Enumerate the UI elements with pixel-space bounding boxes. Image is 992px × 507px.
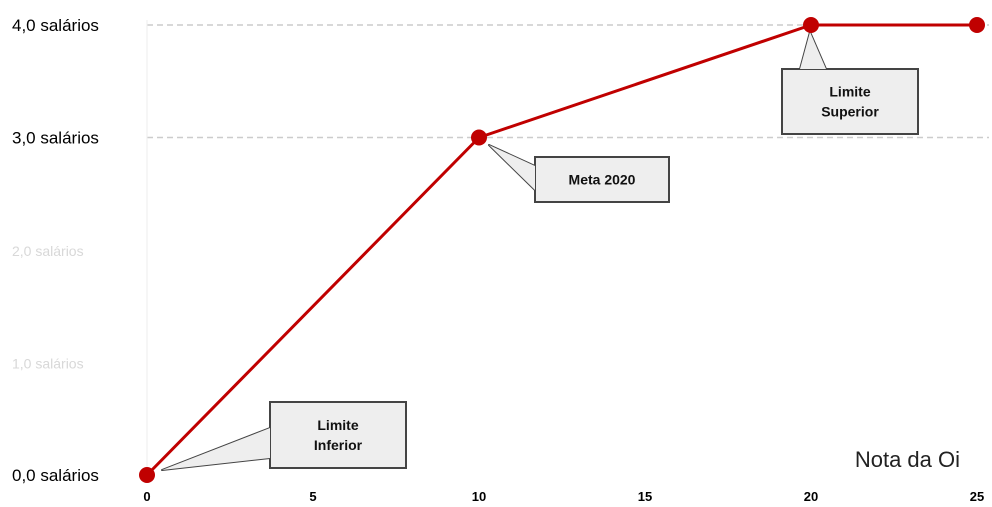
callout-layer: Limite Inferior Meta 2020 Limite Superior [161, 31, 919, 471]
callout-pointer-fill [162, 428, 270, 470]
y-tick-label: 3,0 salários [12, 129, 99, 148]
callout-box-fill [536, 158, 668, 201]
label-layer: Nota da Oi [855, 447, 960, 472]
x-axis-title: Nota da Oi [855, 447, 960, 472]
series-layer [139, 17, 985, 483]
callout-label: Inferior [314, 437, 363, 453]
x-tick-label: 10 [472, 489, 486, 504]
data-point [471, 129, 487, 146]
y-tick-label: 4,0 salários [12, 16, 99, 35]
x-tick-label: 15 [638, 489, 652, 504]
series-line [145, 23, 977, 477]
y-tick-label: 1,0 salários [12, 356, 84, 372]
callout-box-fill [271, 403, 405, 467]
axis-layer: 4,0 salários 3,0 salários 2,0 salários 1,0 … [12, 16, 984, 504]
callout: Meta 2020 [488, 144, 670, 203]
data-point [139, 467, 155, 483]
callout-box-fill [783, 70, 917, 133]
callout-label: Limite [317, 417, 358, 433]
y-tick-label: 0,0 salários [12, 466, 99, 485]
x-tick-label: 20 [804, 489, 818, 504]
callout-pointer-fill [489, 145, 535, 190]
x-tick-label: 5 [309, 489, 316, 504]
callout: Limite Superior [781, 31, 919, 135]
y-tick-label: 2,0 salários [12, 243, 84, 259]
callout-label: Superior [821, 104, 879, 120]
callout-label: Limite [829, 84, 870, 100]
x-tick-label: 25 [970, 489, 984, 504]
data-point [803, 17, 819, 33]
callout: Limite Inferior [161, 401, 407, 471]
callout-label: Meta 2020 [569, 172, 636, 188]
callout-pointer-fill [800, 32, 826, 69]
x-tick-label: 0 [143, 489, 150, 504]
data-point [969, 17, 985, 33]
